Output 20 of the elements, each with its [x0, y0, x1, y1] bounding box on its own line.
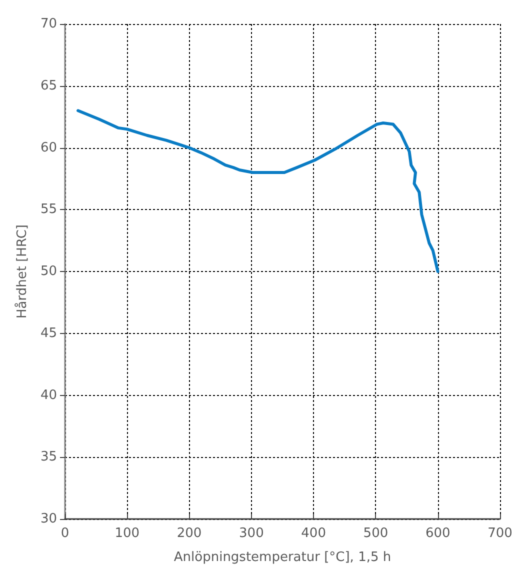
y-tick-label: 50	[40, 264, 57, 279]
y-tick-label: 70	[40, 16, 57, 32]
x-tick-label: 200	[176, 526, 202, 541]
y-tick-label: 65	[40, 78, 57, 94]
y-tick-label: 55	[40, 202, 57, 218]
y-tick-label: 40	[40, 388, 57, 403]
x-tick-label: 600	[425, 526, 450, 541]
y-axis-title: Hårdhet [HRC]	[14, 224, 30, 318]
x-tick-label: 500	[363, 526, 388, 541]
y-tick-label: 60	[40, 140, 57, 156]
x-tick-label: 400	[301, 526, 326, 541]
x-tick-label: 700	[488, 526, 512, 541]
x-axis-title: Anlöpningstemperatur [°C], 1,5 h	[174, 550, 392, 565]
line-series	[76, 109, 440, 273]
x-tick-label: 100	[114, 526, 140, 541]
y-tick-label: 30	[40, 512, 57, 526]
x-tick-label: 300	[239, 526, 264, 541]
y-tick-label: 45	[40, 326, 57, 341]
y-tick-label: 35	[40, 450, 57, 465]
x-tick-label: 0	[60, 526, 70, 541]
